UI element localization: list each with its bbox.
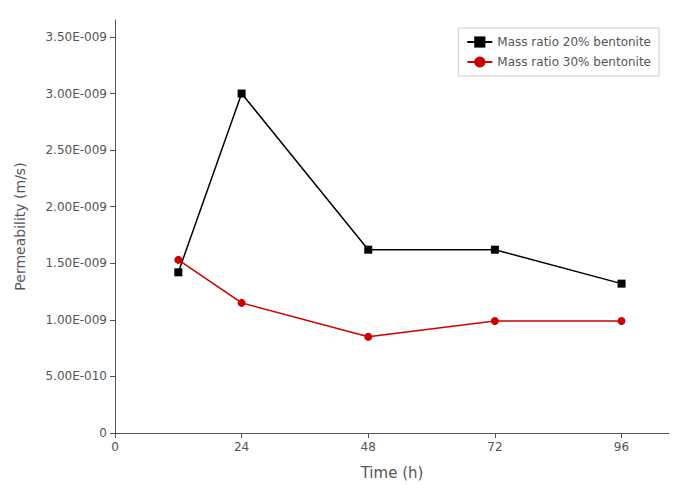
svg-text:2.50E-009: 2.50E-009 <box>45 143 107 157</box>
svg-text:0: 0 <box>111 440 119 454</box>
svg-text:24: 24 <box>234 440 249 454</box>
svg-text:96: 96 <box>614 440 629 454</box>
svg-text:Mass ratio 20% bentonite: Mass ratio 20% bentonite <box>497 35 651 49</box>
svg-text:3.00E-009: 3.00E-009 <box>45 87 107 101</box>
svg-text:5.00E-010: 5.00E-010 <box>45 369 107 383</box>
svg-text:Mass ratio 30% bentonite: Mass ratio 30% bentonite <box>497 55 651 69</box>
svg-text:1.50E-009: 1.50E-009 <box>45 256 107 270</box>
svg-text:3.50E-009: 3.50E-009 <box>45 30 107 44</box>
svg-text:Time (h): Time (h) <box>360 464 424 482</box>
svg-text:Permeability (m/s): Permeability (m/s) <box>12 162 28 290</box>
svg-text:72: 72 <box>487 440 502 454</box>
svg-text:48: 48 <box>361 440 376 454</box>
svg-text:1.00E-009: 1.00E-009 <box>45 313 107 327</box>
svg-text:2.00E-009: 2.00E-009 <box>45 200 107 214</box>
svg-text:0: 0 <box>99 426 107 440</box>
